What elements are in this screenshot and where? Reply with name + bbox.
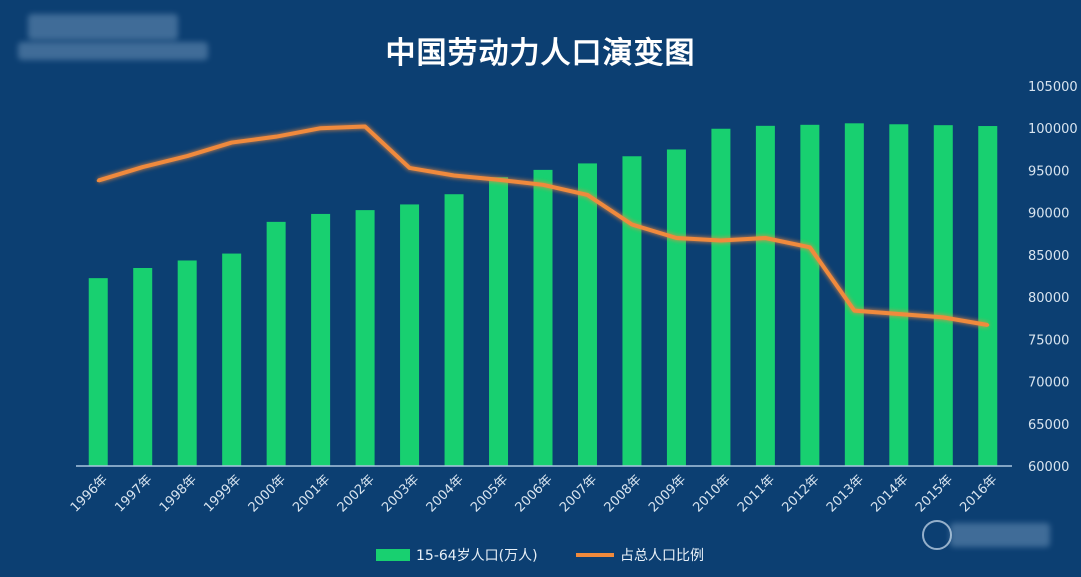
x-tick-label: 2004年 [424,472,467,515]
y-tick-label: 60000 [1028,460,1069,475]
bar-2004年 [444,194,464,466]
bar-2003年 [400,204,420,466]
bar-2012年 [800,124,820,466]
x-tick-label: 1998年 [157,472,200,515]
line-point-2004年 [452,174,456,178]
line-point-2001年 [319,126,323,130]
x-tick-label: 2012年 [779,472,822,515]
bar-1998年 [177,260,197,466]
line-point-2002年 [363,125,367,129]
x-tick-label: 2002年 [335,472,378,515]
bar-2015年 [933,125,953,467]
bar-2014年 [889,124,909,466]
x-tick-label: 2010年 [691,472,734,515]
line-point-1997年 [141,165,145,169]
line-point-2014年 [897,312,901,316]
line-point-2003年 [408,166,412,170]
x-tick-label: 2008年 [602,472,645,515]
x-tick-label: 2005年 [468,472,511,515]
line-point-1998年 [185,154,189,158]
watermark-top-left [28,14,178,40]
x-tick-label: 2007年 [557,472,600,515]
line-point-2010年 [719,239,723,243]
bar-2009年 [666,149,686,466]
line-point-2016年 [986,323,990,327]
line-point-2006年 [541,183,545,187]
line-point-2008年 [630,222,634,226]
y-tick-label: 75000 [1028,333,1069,348]
x-tick-label: 2014年 [868,472,911,515]
watermark-circle-icon [922,520,952,550]
line-point-2000年 [274,135,278,139]
x-tick-label: 2011年 [735,472,778,515]
line-point-1999年 [230,141,234,145]
y-tick-label: 100000 [1028,122,1078,137]
y-tick-label: 105000 [1028,80,1078,95]
x-tick-label: 1999年 [201,472,244,515]
watermark-bottom-right [950,523,1050,547]
line-point-1996年 [96,179,100,183]
x-tick-label: 1996年 [68,472,111,515]
x-tick-label: 1997年 [112,472,155,515]
bar-2007年 [577,163,597,466]
bar-2011年 [755,125,775,466]
line-point-2011年 [763,236,767,240]
bar-2000年 [266,221,286,466]
bar-2006年 [533,169,553,466]
line-point-2012年 [808,245,812,249]
y-tick-label: 65000 [1028,418,1069,433]
y-tick-label: 70000 [1028,376,1069,391]
line-point-2007年 [585,193,589,197]
bar-2005年 [489,177,509,466]
bar-1996年 [88,278,108,466]
x-tick-label: 2001年 [290,472,333,515]
x-tick-label: 2006年 [513,472,556,515]
y-tick-label: 90000 [1028,207,1069,222]
chart-title: 中国劳动力人口演变图 [385,36,696,71]
watermark-top-left-line2 [18,42,208,60]
bar-1999年 [222,253,242,466]
legend-label-line: 占总人口比例 [620,548,704,564]
x-tick-label: 2015年 [913,472,956,515]
line-point-2009年 [674,236,678,240]
bar-1997年 [133,267,153,466]
bar-2008年 [622,156,642,466]
x-tick-label: 2003年 [379,472,422,515]
x-tick-label: 2000年 [246,472,289,515]
x-tick-label: 2013年 [824,472,867,515]
legend-swatch-bar [376,549,410,561]
y-tick-label: 95000 [1028,164,1069,179]
line-point-2015年 [941,315,945,319]
line-point-2005年 [497,178,501,182]
bar-2010年 [711,128,731,466]
bar-2002年 [355,210,375,466]
bar-2001年 [311,213,331,466]
y-tick-label: 85000 [1028,249,1069,264]
bar-2013年 [844,123,864,466]
line-point-2013年 [852,309,856,313]
y-tick-label: 80000 [1028,291,1069,306]
x-tick-label: 2009年 [646,472,689,515]
bar-2016年 [978,126,998,466]
legend-label-bar: 15-64岁人口(万人) [416,548,538,564]
x-tick-label: 2016年 [957,472,1000,515]
